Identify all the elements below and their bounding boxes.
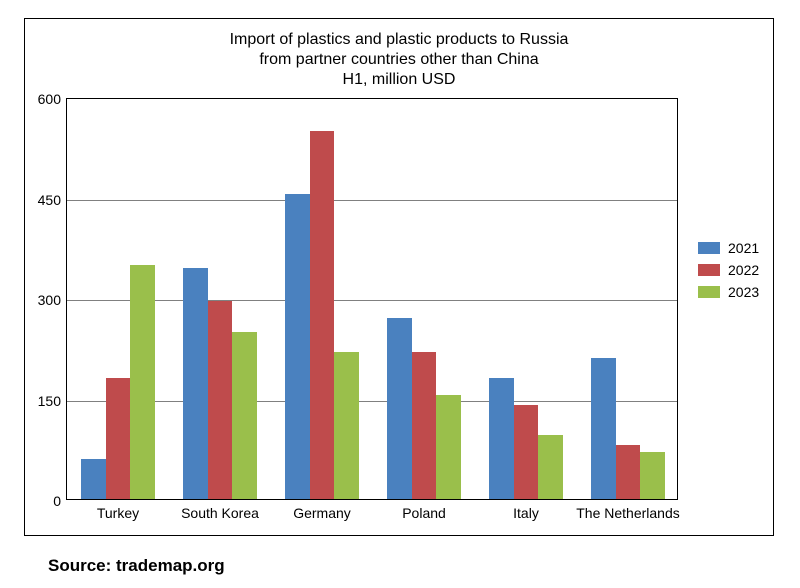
chart-title-line: Import of plastics and plastic products … [24,30,774,50]
legend: 2021 2022 2023 [698,240,759,306]
gridline [67,200,677,201]
bar [436,395,460,499]
bar [387,318,411,499]
x-tick-label: South Korea [181,499,259,521]
y-tick-label: 600 [38,91,67,107]
legend-swatch [698,242,720,254]
legend-label: 2022 [728,262,759,278]
bar [81,459,105,499]
y-tick-label: 0 [53,493,67,509]
chart-title-line: from partner countries other than China [24,50,774,70]
gridline [67,401,677,402]
bar [310,131,334,500]
legend-item: 2023 [698,284,759,300]
y-tick-label: 300 [38,292,67,308]
bar [538,435,562,499]
chart-title: Import of plastics and plastic products … [24,30,774,90]
bar [591,358,615,499]
legend-label: 2023 [728,284,759,300]
bar [412,352,436,499]
legend-item: 2022 [698,262,759,278]
legend-label: 2021 [728,240,759,256]
x-tick-label: Italy [513,499,539,521]
plot-area: 0150300450600TurkeySouth KoreaGermanyPol… [66,98,678,500]
y-tick-label: 150 [38,393,67,409]
legend-item: 2021 [698,240,759,256]
x-tick-label: Turkey [97,499,139,521]
x-tick-label: The Netherlands [576,499,680,521]
x-tick-label: Germany [293,499,351,521]
bar [334,352,358,499]
bar [106,378,130,499]
bar [640,452,664,499]
bar [208,301,232,499]
bar [285,194,309,499]
source-label: Source: trademap.org [48,556,225,576]
chart-title-line: H1, million USD [24,70,774,90]
bar [514,405,538,499]
legend-swatch [698,286,720,298]
legend-swatch [698,264,720,276]
bar [616,445,640,499]
source-text: Source: trademap.org [48,556,225,575]
bar [183,268,207,499]
bar [232,332,256,500]
bar [130,265,154,500]
gridline [67,300,677,301]
bar [489,378,513,499]
x-tick-label: Poland [402,499,446,521]
y-tick-label: 450 [38,192,67,208]
